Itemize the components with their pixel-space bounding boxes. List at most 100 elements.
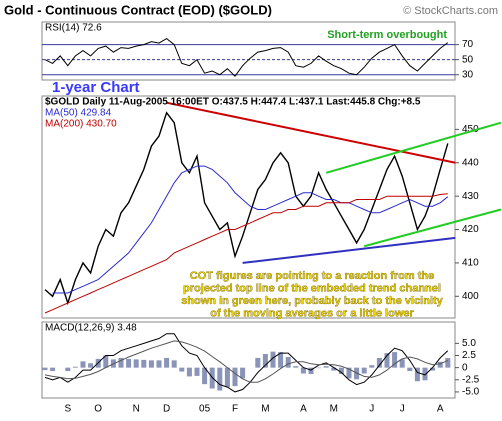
y-tick-label: 2.5 xyxy=(462,350,476,361)
histogram-bar xyxy=(430,367,436,371)
series-line xyxy=(44,37,449,77)
histogram-bar xyxy=(422,367,428,381)
trend-line xyxy=(325,121,502,174)
histogram-bar xyxy=(399,359,405,368)
panel xyxy=(41,21,456,81)
y-tick-label: 450 xyxy=(462,124,479,135)
panel-title: $GOLD Daily 11-Aug-2005 16:00ET O:437.5 … xyxy=(45,97,421,108)
annotation: Short-term overbought xyxy=(327,29,447,41)
chart-title: Gold - Continuous Contract (EOD) ($GOLD) xyxy=(4,2,272,17)
histogram-bar xyxy=(255,357,261,368)
annotation: of the moving averages or a little lower xyxy=(210,307,414,319)
histogram-bar xyxy=(80,361,86,368)
histogram-bar xyxy=(156,360,162,368)
histogram-bar xyxy=(126,358,132,368)
histogram-bar xyxy=(118,357,124,368)
annotation: shown in green here, probably back to th… xyxy=(181,295,443,307)
histogram-bar xyxy=(72,366,78,368)
histogram-bar xyxy=(392,352,398,368)
histogram-bar xyxy=(224,367,230,388)
histogram-bar xyxy=(437,361,443,368)
histogram-bar xyxy=(103,355,109,368)
histogram-bar xyxy=(164,357,170,368)
y-tick-label: -2.5 xyxy=(462,374,480,385)
histogram-bar xyxy=(414,367,420,382)
histogram-bar xyxy=(346,367,352,379)
histogram-bar xyxy=(407,367,413,372)
histogram-bar xyxy=(133,359,139,368)
x-tick-label: M xyxy=(261,404,269,415)
histogram-bar xyxy=(270,351,276,368)
series-line xyxy=(52,165,449,294)
histogram-bar xyxy=(293,366,299,368)
panel xyxy=(41,95,456,319)
y-tick-label: 410 xyxy=(462,258,479,269)
x-tick-label: N xyxy=(133,404,140,415)
x-tick-label: 05 xyxy=(199,404,211,415)
y-tick-label: 400 xyxy=(462,291,479,302)
y-tick-label: 50 xyxy=(462,54,474,65)
histogram-bar xyxy=(179,367,185,372)
histogram-bar xyxy=(217,367,223,391)
x-tick-label: S xyxy=(64,404,71,415)
histogram-bar xyxy=(240,367,246,379)
y-tick-label: 430 xyxy=(462,191,479,202)
histogram-bar xyxy=(323,366,329,368)
histogram-bar xyxy=(278,352,284,368)
histogram-bar xyxy=(285,356,291,368)
histogram-bar xyxy=(376,357,382,368)
histogram-bar xyxy=(308,367,314,374)
trend-line xyxy=(242,236,456,264)
x-tick-label: F xyxy=(232,404,238,415)
caption: 1-year Chart xyxy=(52,79,140,96)
y-tick-label: 440 xyxy=(462,157,479,168)
histogram-bar xyxy=(209,367,215,389)
histogram-bar xyxy=(361,367,367,374)
histogram-bar xyxy=(338,367,344,374)
trend-line xyxy=(363,208,502,248)
histogram-bar xyxy=(88,363,94,368)
series-line xyxy=(44,340,449,383)
histogram-bar xyxy=(186,367,192,377)
y-tick-label: 0 xyxy=(462,362,468,373)
y-tick-label: 5.0 xyxy=(462,338,476,349)
histogram-bar xyxy=(42,367,48,371)
trend-line xyxy=(166,101,456,164)
x-tick-label: D xyxy=(163,404,170,415)
histogram-bar xyxy=(65,367,71,372)
histogram-bar xyxy=(331,367,337,371)
histogram-bar xyxy=(369,365,375,368)
panel-title: RSI(14) 72.6 xyxy=(45,23,102,34)
legend-entry: MA(200) 430.70 xyxy=(45,119,117,130)
histogram-bar xyxy=(141,359,147,368)
y-tick-label: 30 xyxy=(462,69,474,80)
histogram-bar xyxy=(50,367,56,372)
y-tick-label: 420 xyxy=(462,224,479,235)
histogram-bar xyxy=(171,360,177,368)
histogram-bar xyxy=(384,353,390,368)
credit: © StockCharts.com xyxy=(403,5,498,17)
y-tick-label: -5.0 xyxy=(462,387,480,398)
x-tick-label: M xyxy=(330,404,338,415)
histogram-bar xyxy=(202,367,208,385)
annotation: projected top line of the embedded trend… xyxy=(183,282,441,294)
series-line xyxy=(44,193,448,314)
annotation: COT figures are pointing to a reaction f… xyxy=(190,270,434,282)
series-line xyxy=(44,333,449,393)
histogram-bar xyxy=(445,358,451,368)
histogram-bar xyxy=(194,367,200,376)
histogram-bar xyxy=(262,354,268,368)
histogram-bar xyxy=(148,360,154,368)
panel-title: MACD(12,26,9) 3.48 xyxy=(45,323,137,334)
legend-entry: MA(50) 429.84 xyxy=(45,108,112,119)
x-tick-label: A xyxy=(300,404,307,415)
histogram-bar xyxy=(300,367,306,374)
x-tick-label: J xyxy=(400,404,405,415)
x-tick-label: A xyxy=(437,404,444,415)
y-tick-label: 70 xyxy=(462,39,474,50)
histogram-bar xyxy=(232,367,238,387)
x-tick-label: J xyxy=(369,404,374,415)
x-tick-label: O xyxy=(94,404,102,415)
